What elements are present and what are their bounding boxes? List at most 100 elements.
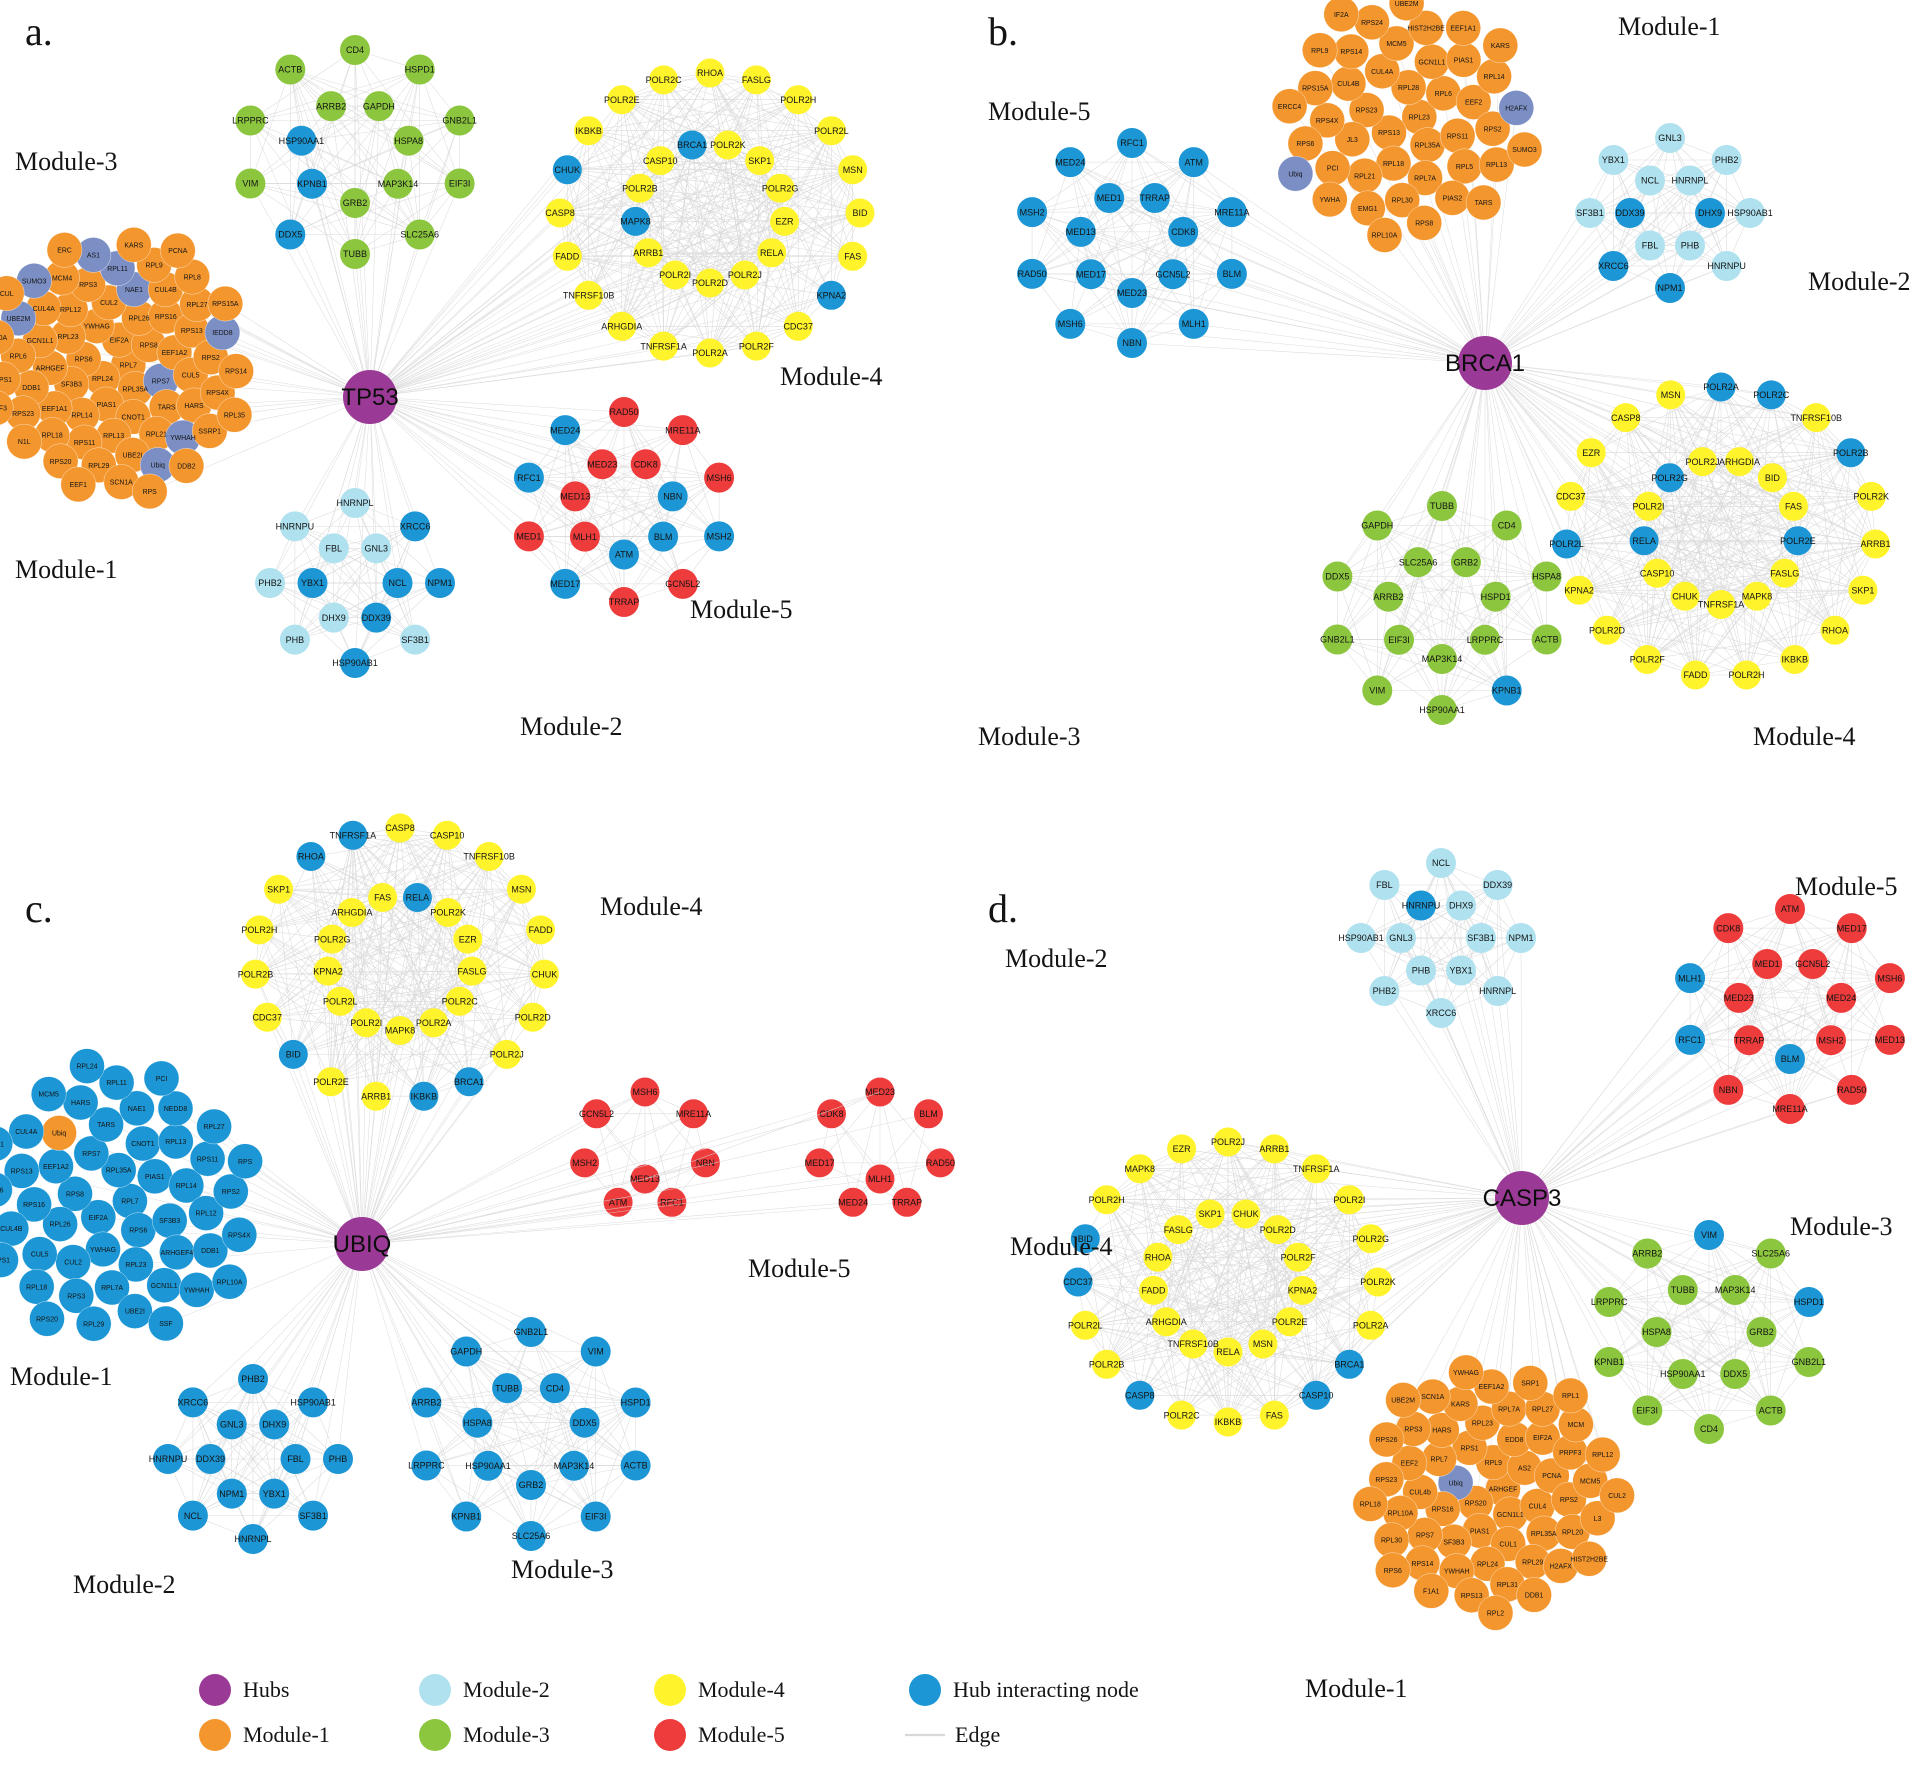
svg-text:MSH2: MSH2 [1818, 1035, 1843, 1045]
svg-text:MSH2: MSH2 [1020, 207, 1045, 217]
svg-text:RPL23: RPL23 [1472, 1420, 1493, 1427]
svg-text:CUL5: CUL5 [31, 1252, 49, 1259]
svg-text:RELA: RELA [1632, 536, 1656, 546]
svg-text:EZR: EZR [1173, 1144, 1192, 1154]
svg-text:RPS4X: RPS4X [206, 390, 229, 397]
svg-text:MAP3K14: MAP3K14 [1715, 1285, 1756, 1295]
svg-text:POLR2D: POLR2D [1589, 625, 1626, 635]
svg-text:POLR2A: POLR2A [1353, 1321, 1389, 1331]
svg-text:TRRAP: TRRAP [892, 1198, 923, 1208]
svg-text:BLM: BLM [654, 532, 673, 542]
svg-text:UBE2I: UBE2I [123, 453, 143, 460]
svg-text:EDD8: EDD8 [1505, 1437, 1524, 1444]
svg-text:DDX5: DDX5 [278, 230, 302, 240]
svg-text:RPS3: RPS3 [1404, 1427, 1422, 1434]
svg-text:FADD: FADD [529, 925, 554, 935]
svg-text:CASP8: CASP8 [1611, 413, 1641, 423]
svg-text:DDB1: DDB1 [201, 1248, 220, 1255]
svg-text:RPS14: RPS14 [225, 369, 247, 376]
svg-text:POLR2C: POLR2C [1164, 1410, 1201, 1420]
svg-text:RPS6: RPS6 [129, 1228, 147, 1235]
svg-text:SUMO3: SUMO3 [22, 278, 47, 285]
svg-text:H2AFX: H2AFX [1505, 106, 1528, 113]
svg-text:EIF2A: EIF2A [89, 1215, 109, 1222]
svg-text:Module-4: Module-4 [780, 362, 883, 391]
svg-text:RPS26: RPS26 [1376, 1437, 1398, 1444]
svg-text:Module-4: Module-4 [698, 1677, 785, 1702]
svg-text:HSP90AA1: HSP90AA1 [465, 1461, 511, 1471]
svg-text:EEF1A2: EEF1A2 [1479, 1384, 1505, 1391]
svg-text:RPL29: RPL29 [1522, 1559, 1543, 1566]
svg-text:MSH6: MSH6 [632, 1087, 657, 1097]
svg-text:GAPDH: GAPDH [450, 1347, 482, 1357]
svg-text:ARHGEF: ARHGEF [1489, 1487, 1518, 1494]
svg-text:RFC1: RFC1 [1120, 138, 1144, 148]
svg-text:RPS16: RPS16 [1432, 1507, 1454, 1514]
svg-text:ACTB: ACTB [624, 1461, 648, 1471]
svg-text:POLR2J: POLR2J [490, 1050, 524, 1060]
svg-text:BLM: BLM [1781, 1054, 1800, 1064]
svg-text:Module-3: Module-3 [1790, 1212, 1893, 1241]
svg-text:RPL14: RPL14 [1484, 74, 1505, 81]
svg-text:POLR2J: POLR2J [728, 270, 762, 280]
svg-text:KPNB1: KPNB1 [1594, 1357, 1624, 1367]
svg-text:BRCA1: BRCA1 [454, 1077, 484, 1087]
svg-text:Module-3: Module-3 [978, 722, 1081, 751]
svg-text:DDX5: DDX5 [573, 1418, 597, 1428]
svg-text:RPL11: RPL11 [107, 266, 128, 273]
svg-text:CASP8: CASP8 [1125, 1391, 1155, 1401]
svg-text:Module-2: Module-2 [463, 1677, 550, 1702]
svg-text:CHUK: CHUK [1233, 1209, 1259, 1219]
svg-text:POLR2C: POLR2C [1753, 390, 1790, 400]
svg-text:GRB2: GRB2 [343, 198, 368, 208]
svg-text:GCN1L1: GCN1L1 [1418, 59, 1445, 66]
svg-text:Module-4: Module-4 [1753, 722, 1856, 751]
svg-text:NAE1: NAE1 [128, 1106, 146, 1113]
svg-text:POLR2C: POLR2C [646, 75, 683, 85]
svg-text:TNFRSF1A: TNFRSF1A [330, 831, 377, 841]
svg-text:MAP3K14: MAP3K14 [378, 179, 419, 189]
svg-text:RHOA: RHOA [1822, 625, 1848, 635]
svg-text:GCN5L2: GCN5L2 [579, 1109, 614, 1119]
svg-text:YBX1: YBX1 [263, 1489, 286, 1499]
svg-text:Hub interacting node: Hub interacting node [953, 1677, 1139, 1702]
svg-text:IKBKB: IKBKB [575, 126, 602, 136]
svg-text:HSPA8: HSPA8 [1532, 572, 1561, 582]
svg-text:Module-5: Module-5 [690, 595, 793, 624]
svg-text:Module-5: Module-5 [988, 97, 1091, 126]
svg-text:HNRNPU: HNRNPU [1707, 261, 1746, 271]
svg-text:DDX39: DDX39 [1615, 208, 1644, 218]
svg-text:HSPA8: HSPA8 [463, 1418, 492, 1428]
svg-text:N1L: N1L [18, 439, 31, 446]
svg-text:KPNA2: KPNA2 [1564, 585, 1594, 595]
svg-text:BID: BID [1765, 473, 1781, 483]
svg-text:CUL4B: CUL4B [1337, 81, 1360, 88]
svg-text:PIAS1: PIAS1 [145, 1174, 165, 1181]
svg-text:CASP3: CASP3 [1483, 1185, 1562, 1212]
svg-text:F1A1: F1A1 [1423, 1589, 1440, 1596]
svg-text:Module-2: Module-2 [73, 1570, 176, 1599]
svg-text:RPL13: RPL13 [103, 433, 124, 440]
svg-text:NAE1: NAE1 [125, 287, 143, 294]
svg-text:MRE11A: MRE11A [665, 425, 700, 435]
svg-text:NPM1: NPM1 [427, 578, 452, 588]
svg-text:MED1: MED1 [1755, 959, 1780, 969]
svg-text:DHX9: DHX9 [322, 613, 346, 623]
svg-text:POLR2C: POLR2C [442, 997, 479, 1007]
svg-text:RPS4X: RPS4X [1316, 118, 1339, 125]
svg-text:POLR2J: POLR2J [1211, 1137, 1245, 1147]
svg-text:AS1: AS1 [87, 253, 100, 260]
svg-text:RPL27: RPL27 [187, 302, 208, 309]
svg-text:RPL1: RPL1 [1562, 1393, 1579, 1400]
svg-text:MSH6: MSH6 [1058, 319, 1083, 329]
svg-text:NCL: NCL [184, 1511, 202, 1521]
svg-text:GAPDH: GAPDH [363, 101, 395, 111]
svg-text:RPL12: RPL12 [1592, 1452, 1613, 1459]
svg-text:POLR2K: POLR2K [710, 140, 746, 150]
svg-text:SKP1: SKP1 [1199, 1209, 1222, 1219]
svg-text:MSH2: MSH2 [572, 1158, 597, 1168]
svg-text:Module-3: Module-3 [511, 1555, 614, 1584]
svg-text:NPM1: NPM1 [219, 1489, 244, 1499]
svg-text:EZR: EZR [776, 217, 795, 227]
svg-text:TARS: TARS [158, 405, 176, 412]
